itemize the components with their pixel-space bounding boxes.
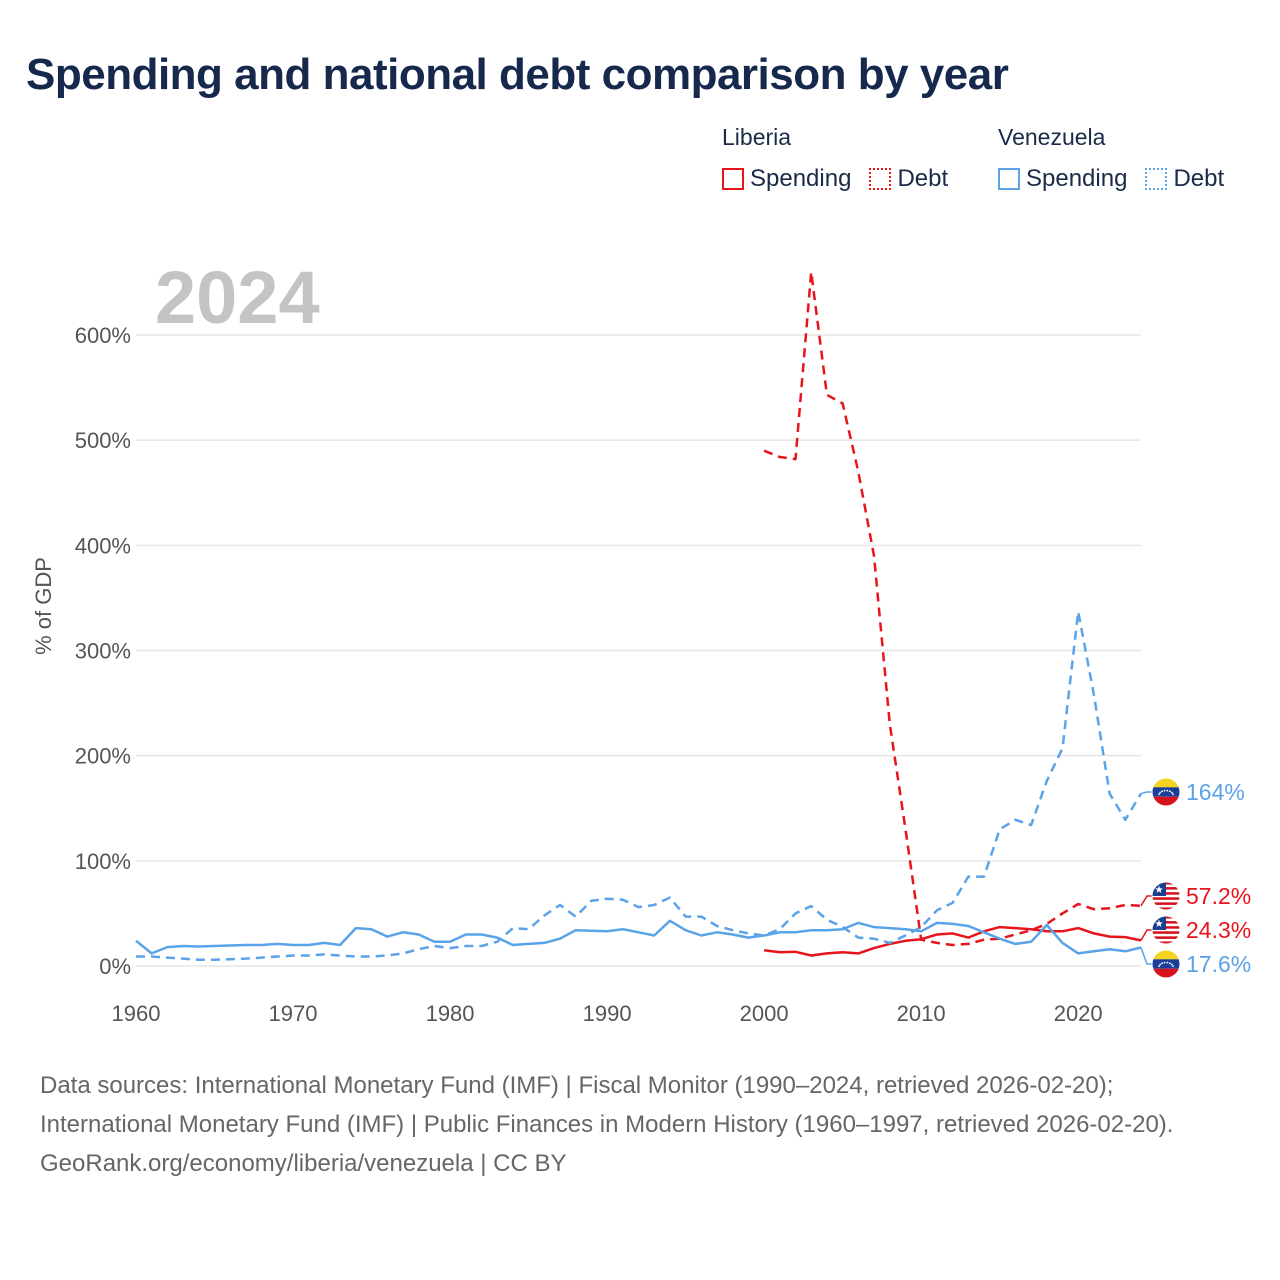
y-tick-label: 400% bbox=[75, 533, 131, 558]
legend-group-name: Liberia bbox=[722, 124, 792, 150]
y-tick-label: 300% bbox=[75, 639, 131, 664]
legend-label: Spending bbox=[750, 165, 852, 192]
end-value-label: 57.2% bbox=[1186, 883, 1251, 909]
end-value-label: 24.3% bbox=[1186, 917, 1251, 943]
series-line-venezuela-spending[interactable] bbox=[135, 919, 1142, 955]
legend-group-venezuela: Venezuela Spending Debt bbox=[998, 124, 1242, 193]
x-tick-label: 1970 bbox=[269, 1001, 318, 1026]
legend-label: Spending bbox=[1026, 165, 1128, 192]
legend-item-liberia-debt[interactable]: Debt bbox=[869, 165, 948, 193]
label-connector bbox=[1140, 929, 1152, 941]
y-tick-label: 500% bbox=[75, 428, 131, 453]
x-tick-label: 2020 bbox=[1054, 1001, 1103, 1026]
dotted-line-swatch-icon bbox=[1145, 168, 1168, 190]
end-value-label: 17.6% bbox=[1186, 951, 1251, 977]
x-tick-label: 2010 bbox=[897, 1001, 946, 1026]
y-tick-label: 0% bbox=[99, 954, 131, 979]
year-watermark: 2024 bbox=[155, 256, 320, 339]
series-line-liberia-spending[interactable] bbox=[763, 925, 1142, 957]
solid-line-swatch-icon bbox=[998, 168, 1020, 190]
series-line-venezuela-debt[interactable] bbox=[136, 610, 1143, 961]
dotted-line-swatch-icon bbox=[869, 168, 892, 190]
line-chart: 0% 100% 200% 300% 400% 500% 600% 1960 1970 1980 19… bbox=[31, 256, 1251, 1026]
liberia-flag-icon bbox=[1151, 915, 1181, 945]
x-tick-label: 1960 bbox=[112, 1001, 161, 1026]
legend-item-venezuela-spending[interactable]: Spending bbox=[998, 165, 1127, 193]
y-tick-label: 100% bbox=[75, 849, 131, 874]
solid-line-swatch-icon bbox=[722, 168, 744, 190]
x-tick-label: 1990 bbox=[583, 1001, 632, 1026]
data-sources: Data sources: International Monetary Fun… bbox=[40, 1072, 1174, 1138]
legend-item-liberia-spending[interactable]: Spending bbox=[722, 165, 851, 193]
label-connector bbox=[1140, 895, 1152, 907]
credit-link[interactable]: GeoRank.org/economy/liberia/venezuela | … bbox=[40, 1150, 567, 1177]
chart-title: Spending and national debt comparison by… bbox=[26, 50, 1009, 99]
y-axis-label: % of GDP bbox=[31, 557, 56, 655]
x-tick-label: 2000 bbox=[740, 1001, 789, 1026]
footer: Data sources: International Monetary Fun… bbox=[40, 1066, 1240, 1183]
venezuela-flag-icon bbox=[1151, 949, 1181, 979]
venezuela-flag-icon bbox=[1151, 777, 1181, 807]
label-connector bbox=[1140, 947, 1152, 965]
legend-label: Debt bbox=[1173, 165, 1225, 192]
y-tick-label: 600% bbox=[75, 323, 131, 348]
legend-item-venezuela-debt[interactable]: Debt bbox=[1145, 165, 1224, 193]
series-line-liberia-debt[interactable] bbox=[763, 270, 1142, 947]
y-tick-label: 200% bbox=[75, 744, 131, 769]
legend-group-name: Venezuela bbox=[998, 124, 1106, 150]
end-value-label: 164% bbox=[1186, 779, 1245, 805]
legend-label: Debt bbox=[897, 165, 949, 192]
label-connector bbox=[1140, 791, 1152, 795]
x-tick-label: 1980 bbox=[426, 1001, 475, 1026]
liberia-flag-icon bbox=[1151, 881, 1181, 911]
legend-group-liberia: Liberia Spending Debt bbox=[722, 124, 966, 193]
